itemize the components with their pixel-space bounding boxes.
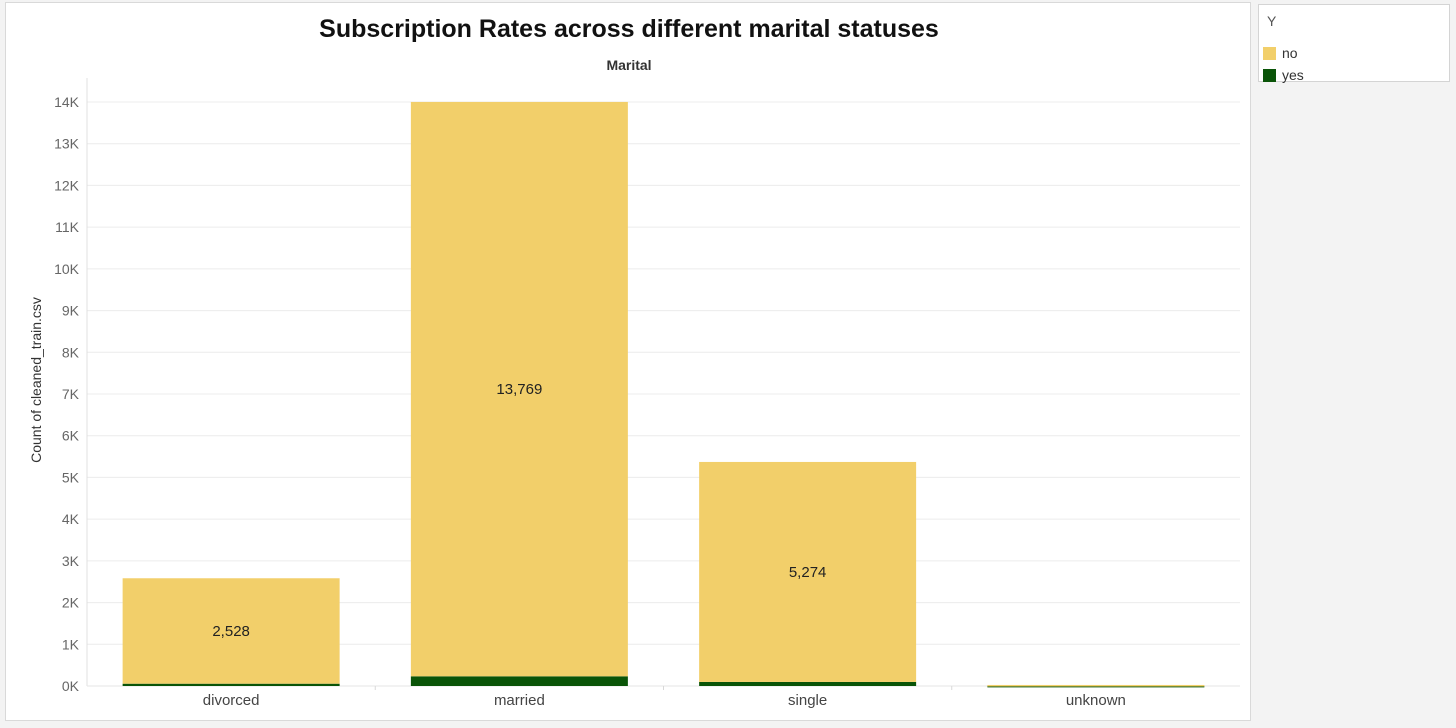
y-tick-label: 6K [62,428,80,444]
y-axis-title: Count of cleaned_train.csv [28,297,44,463]
legend-swatch-no [1263,46,1276,60]
y-tick-label: 7K [62,386,80,402]
data-label: 5,274 [789,564,827,581]
bar-yes-married [410,676,628,686]
x-category-label: unknown [1066,692,1126,709]
y-tick-label: 9K [62,303,80,319]
y-tick-label: 11K [55,219,80,235]
y-tick-label: 8K [62,344,80,360]
legend: Y no yes [1258,4,1450,84]
bar-no-married [410,101,628,677]
bar-no-single [699,461,917,682]
y-tick-label: 0K [62,678,80,694]
x-category-label: divorced [203,692,260,709]
y-tick-label: 13K [54,136,80,152]
y-tick-label: 4K [62,511,80,527]
data-label: 2,528 [212,623,250,640]
legend-swatch-yes [1263,68,1276,82]
legend-title: Y [1267,13,1277,29]
y-tick-label: 10K [54,261,80,277]
bar-yes-divorced [122,683,340,686]
y-tick-label: 1K [62,636,80,652]
column-header: Marital [606,57,652,73]
legend-item-yes[interactable]: yes [1263,66,1304,84]
x-category-label: married [494,692,545,709]
data-label: 13,769 [496,381,542,398]
y-tick-label: 5K [62,469,80,485]
bar-yes-unknown [987,685,1205,688]
legend-item-no[interactable]: no [1263,44,1298,62]
bar-no-divorced [122,578,340,684]
bar-no-unknown [987,684,1205,687]
x-category-label: single [788,692,827,709]
y-tick-label: 12K [54,177,80,193]
y-tick-label: 14K [54,94,80,110]
legend-label-yes: yes [1282,67,1304,83]
chart-title: Subscription Rates across different mari… [319,15,939,43]
y-tick-label: 2K [62,595,80,611]
y-tick-label: 3K [62,553,80,569]
bar-yes-single [699,681,917,686]
legend-label-no: no [1282,45,1298,61]
